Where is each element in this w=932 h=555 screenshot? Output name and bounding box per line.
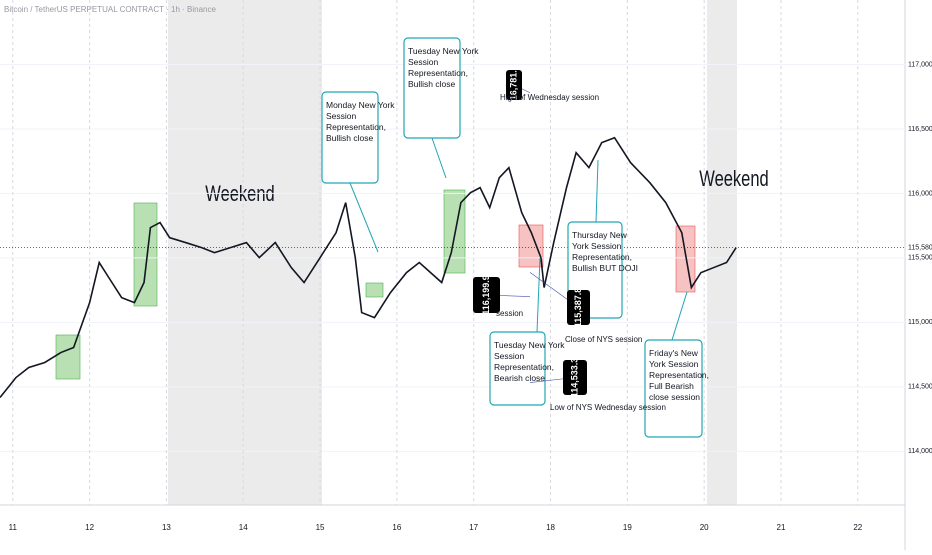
callout-text: Tuesday New York Session Representation, Bu… xyxy=(408,46,479,89)
x-tick-label: 19 xyxy=(623,523,632,532)
callout-pointer xyxy=(671,291,688,341)
x-tick-label: 15 xyxy=(316,523,325,532)
price-label-box xyxy=(506,70,522,100)
last-price-label: 115,580.0 xyxy=(908,244,932,251)
price-label: 115,387.8 xyxy=(573,288,583,328)
y-tick-label: 115,500.0 xyxy=(908,255,932,262)
x-tick-label: 12 xyxy=(85,523,94,532)
callout-box xyxy=(321,91,379,184)
y-tick-label: 116,000.0 xyxy=(908,190,932,197)
x-tick-label: 13 xyxy=(162,523,171,532)
y-tick-label: 114,500.0 xyxy=(908,384,932,391)
price-caption: Close of NYS session xyxy=(565,335,642,344)
x-tick-label: 20 xyxy=(700,523,709,532)
price-label: 116,199.9 xyxy=(481,275,491,315)
y-tick-label: 117,000.0 xyxy=(908,61,932,68)
price-label-box xyxy=(563,360,587,395)
price-line xyxy=(0,136,737,399)
x-tick-label: 18 xyxy=(546,523,555,532)
x-tick-label: 16 xyxy=(392,523,401,532)
price-label-box xyxy=(473,277,500,313)
chart-title: Bitcoin / TetherUS PERPETUAL CONTRACT · … xyxy=(4,5,216,14)
x-tick-label: 22 xyxy=(853,523,862,532)
session-box xyxy=(365,282,384,298)
y-tick-label: 115,000.0 xyxy=(908,319,932,326)
session-box xyxy=(675,225,696,293)
session-box xyxy=(133,202,158,307)
weekend-label: Weekend xyxy=(205,182,274,207)
weekend-shade xyxy=(168,0,322,505)
callout-pointer xyxy=(431,137,447,179)
callout-text: Friday's New York Session Representation, F… xyxy=(649,348,709,402)
price-label-box xyxy=(567,290,590,325)
callout-pointer xyxy=(595,159,599,223)
x-tick-label: 14 xyxy=(239,523,248,532)
weekend-shade xyxy=(707,0,737,505)
price-label: 114,533.3 xyxy=(569,358,579,398)
callout-box xyxy=(644,339,703,438)
callout-box xyxy=(403,37,461,139)
x-tick-label: 11 xyxy=(9,523,18,532)
callout-pointer xyxy=(349,182,379,253)
x-tick-label: 21 xyxy=(777,523,786,532)
price-caption: Low of NYS Wednesday session xyxy=(550,403,666,412)
y-tick-label: 114,000.0 xyxy=(908,448,932,455)
callout-text: Monday New York Session Representation, Bul… xyxy=(326,100,395,143)
y-tick-label: 116,500.0 xyxy=(908,126,932,133)
callout-pointer xyxy=(536,257,541,333)
x-tick-label: 17 xyxy=(469,523,478,532)
callout-box xyxy=(489,331,546,406)
callout-text: Tuesday New York Session Representation, Be… xyxy=(494,340,565,383)
price-label: 116,781.0 xyxy=(508,65,518,105)
price-caption: session xyxy=(496,309,523,318)
callout-text: Thursday New York Session Representation, B… xyxy=(572,230,638,273)
weekend-label: Weekend xyxy=(699,167,768,192)
price-caption: High of Wednesday session xyxy=(500,93,599,102)
